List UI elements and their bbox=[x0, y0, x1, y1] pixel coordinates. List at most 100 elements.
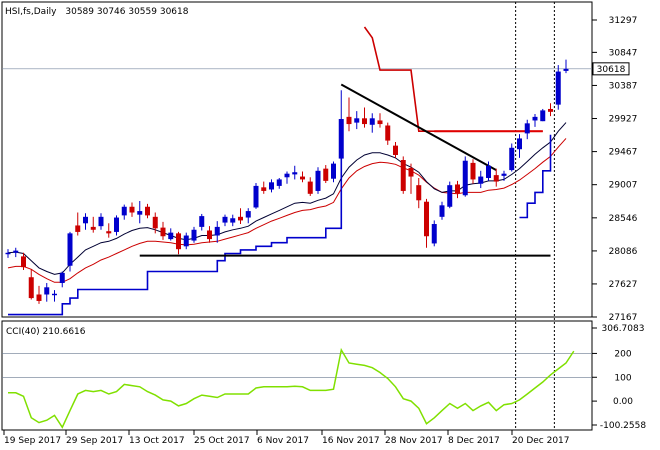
candle-body bbox=[145, 206, 150, 216]
candle-body bbox=[517, 138, 522, 150]
candle-body bbox=[548, 108, 553, 112]
cci-tick-label: -100.2558 bbox=[600, 421, 646, 431]
ma-red-line bbox=[7, 138, 567, 283]
candle-body bbox=[199, 216, 205, 227]
candle-body bbox=[362, 118, 367, 125]
candle-body bbox=[21, 256, 26, 268]
candle-body bbox=[5, 252, 11, 255]
candle-body bbox=[369, 118, 375, 125]
candle-body bbox=[230, 218, 236, 223]
candle-body bbox=[416, 185, 422, 201]
x-tick-label: 29 Sep 2017 bbox=[66, 436, 123, 446]
main-plot-frame bbox=[1, 1, 593, 318]
candle-body bbox=[532, 116, 538, 121]
y-tick-label: 29007 bbox=[609, 181, 638, 191]
cci-line bbox=[8, 347, 575, 429]
candle-body bbox=[261, 187, 267, 191]
candle-body bbox=[509, 147, 515, 171]
candle-body bbox=[385, 125, 391, 141]
candle-body bbox=[307, 181, 313, 194]
candle-body bbox=[152, 216, 158, 229]
candle-body bbox=[44, 287, 50, 295]
candle-body bbox=[245, 211, 251, 218]
candle-body bbox=[276, 179, 282, 186]
candle-body bbox=[222, 216, 228, 223]
y-tick-label: 27627 bbox=[609, 280, 638, 290]
candle-body bbox=[555, 71, 561, 105]
candle-body bbox=[478, 176, 484, 184]
candle-body bbox=[28, 277, 34, 299]
candle-body bbox=[354, 118, 360, 123]
candle-body bbox=[106, 231, 112, 234]
candle-body bbox=[59, 272, 65, 283]
candle-body bbox=[455, 184, 460, 194]
candle-body bbox=[393, 145, 398, 155]
candle-body bbox=[90, 226, 96, 230]
y-tick-label: 28086 bbox=[609, 247, 638, 257]
candle-body bbox=[462, 160, 468, 196]
candle-body bbox=[563, 68, 569, 71]
candle-body bbox=[338, 119, 344, 159]
candle-body bbox=[75, 225, 81, 232]
candle-body bbox=[52, 293, 57, 296]
candle-body bbox=[431, 224, 437, 244]
candle-body bbox=[207, 230, 212, 240]
candle-body bbox=[284, 173, 290, 178]
y-tick-label: 29467 bbox=[609, 148, 638, 158]
y-tick-label: 30387 bbox=[609, 81, 638, 91]
y-tick-label: 30847 bbox=[609, 48, 638, 58]
candle-body bbox=[400, 160, 406, 191]
candle-body bbox=[524, 123, 530, 134]
x-tick-label: 20 Dec 2017 bbox=[512, 436, 570, 446]
candle-body bbox=[408, 167, 414, 177]
candle-body bbox=[121, 206, 127, 216]
x-tick-label: 8 Dec 2017 bbox=[448, 436, 500, 446]
candle-body bbox=[137, 211, 143, 215]
candle-body bbox=[129, 206, 135, 213]
y-tick-label: 27167 bbox=[609, 313, 638, 323]
candle-body bbox=[168, 232, 174, 240]
candle-body bbox=[447, 185, 453, 207]
candle-body bbox=[191, 229, 197, 241]
candle-body bbox=[323, 168, 329, 181]
candle-body bbox=[424, 201, 429, 237]
candle-body bbox=[13, 250, 19, 253]
candle-body bbox=[292, 172, 298, 175]
candle-body bbox=[315, 170, 321, 191]
candle-body bbox=[540, 110, 546, 122]
cci-tick-label: 200 bbox=[614, 349, 631, 359]
stop-blue-line bbox=[8, 134, 552, 316]
candle-body bbox=[183, 235, 189, 247]
candle-body bbox=[493, 175, 499, 182]
x-tick-label: 25 Oct 2017 bbox=[194, 436, 250, 446]
y-tick-label: 28546 bbox=[609, 214, 638, 224]
cci-tick-label: 0.00 bbox=[613, 397, 633, 407]
candle-body bbox=[269, 182, 274, 190]
indicator-label: CCI(40) 210.6616 bbox=[6, 327, 86, 337]
candle-body bbox=[486, 165, 491, 178]
candle-body bbox=[253, 185, 259, 208]
x-tick-label: 28 Nov 2017 bbox=[385, 436, 443, 446]
cci-tick-label: 100 bbox=[614, 373, 631, 383]
candle-body bbox=[377, 120, 383, 125]
candle-body bbox=[346, 116, 352, 125]
candle-body bbox=[470, 162, 476, 180]
candle-body bbox=[67, 233, 73, 266]
candle-body bbox=[331, 163, 336, 179]
last-price-box bbox=[592, 62, 630, 76]
x-tick-label: 6 Nov 2017 bbox=[257, 436, 309, 446]
y-tick-label: 29927 bbox=[609, 115, 638, 125]
candle-body bbox=[238, 216, 243, 221]
candle-body bbox=[214, 226, 220, 236]
candle-body bbox=[83, 216, 88, 224]
candle-body bbox=[176, 233, 181, 250]
chart-title-label: HSI,fs,Daily 30589 30746 30559 30618 bbox=[5, 7, 189, 17]
y-tick-label: 31297 bbox=[609, 16, 638, 26]
candle-body bbox=[439, 205, 445, 217]
ma-black-line bbox=[7, 122, 567, 275]
last-price-label: 30618 bbox=[597, 65, 626, 75]
x-tick-label: 13 Oct 2017 bbox=[129, 436, 185, 446]
indicator-plot-frame bbox=[1, 320, 593, 431]
candle-body bbox=[98, 216, 104, 227]
